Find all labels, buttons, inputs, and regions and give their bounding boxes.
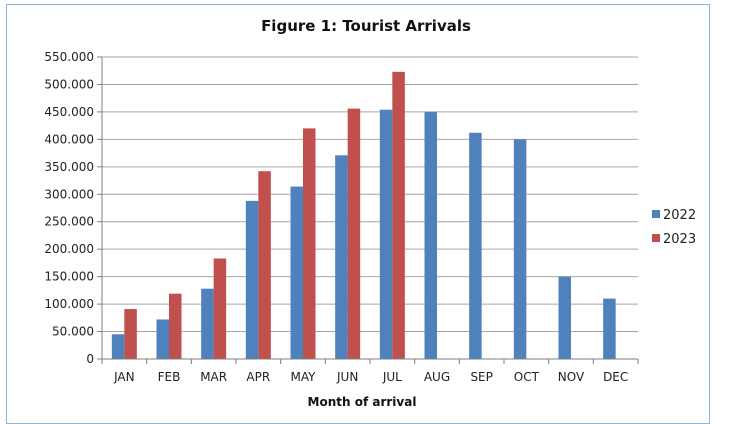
y-tick-label: 300.000 <box>44 187 94 201</box>
bar-2022-dec <box>603 298 616 359</box>
x-axis-ticks: JAN FEB MAR APR MAY JUN JUL AUG SEP OCT NOV DEC <box>101 359 639 384</box>
x-axis-title: Month of arrival <box>308 395 417 409</box>
bar-2023-jul <box>392 71 405 360</box>
tourist-arrivals-chart: Figure 1: Tourist Arrivals 0 50.000 100.00… <box>44 17 696 409</box>
y-tick-label: 350.000 <box>44 160 94 174</box>
y-tick-label: 0 <box>86 352 94 366</box>
legend: 2022 2023 <box>652 208 696 247</box>
bar-2023-may <box>303 128 316 359</box>
legend-swatch-2022 <box>652 210 660 218</box>
bar-2022-jan <box>111 334 125 359</box>
legend-label-2022: 2022 <box>663 208 696 223</box>
bar-2022-jul <box>379 109 393 359</box>
bar-2023-mar <box>213 258 227 359</box>
x-tick-label: NOV <box>558 370 585 384</box>
gridlines <box>102 56 638 333</box>
bar-2023-apr <box>258 171 271 359</box>
x-tick-label: SEP <box>470 370 492 384</box>
bar-2023-jan <box>124 309 137 359</box>
x-tick-label: MAR <box>200 370 227 384</box>
legend-label-2023: 2023 <box>663 232 696 247</box>
bar-2022-may <box>290 186 303 359</box>
y-tick-label: 250.000 <box>44 215 94 229</box>
bar-2022-nov <box>558 276 571 359</box>
x-tick-label: DEC <box>603 370 628 384</box>
y-tick-label: 50.000 <box>52 325 94 339</box>
bar-2022-aug <box>424 111 437 359</box>
bar-2022-jun <box>335 155 348 359</box>
x-tick-label: JUN <box>336 370 358 384</box>
x-tick-label: APR <box>246 370 270 384</box>
bar-2022-apr <box>245 200 259 359</box>
y-tick-label: 150.000 <box>44 270 94 284</box>
y-tick-label: 400.000 <box>44 132 94 146</box>
y-tick-label: 100.000 <box>44 297 94 311</box>
x-tick-label: FEB <box>158 370 181 384</box>
x-tick-label: MAY <box>291 370 317 384</box>
bar-2023-feb <box>169 293 182 359</box>
x-tick-label: JAN <box>113 370 135 384</box>
bar-2023-jun <box>347 108 361 359</box>
y-tick-label: 550.000 <box>44 50 94 64</box>
axes <box>101 57 638 360</box>
legend-swatch-2023 <box>652 234 660 242</box>
chart-title: Figure 1: Tourist Arrivals <box>261 17 471 35</box>
x-tick-label: AUG <box>424 370 450 384</box>
bar-2022-feb <box>156 319 169 359</box>
x-tick-label: JUL <box>382 370 402 384</box>
y-tick-label: 500.000 <box>44 77 94 91</box>
bar-2022-oct <box>513 139 527 359</box>
y-axis-ticks: 0 50.000 100.000 150.000 200.000 250.000 300.0… <box>44 50 102 366</box>
y-tick-label: 200.000 <box>44 242 94 256</box>
bar-2022-mar <box>201 288 214 359</box>
bars <box>111 71 616 360</box>
y-tick-label: 450.000 <box>44 105 94 119</box>
x-tick-label: OCT <box>514 370 540 384</box>
bar-2022-sep <box>469 132 482 359</box>
